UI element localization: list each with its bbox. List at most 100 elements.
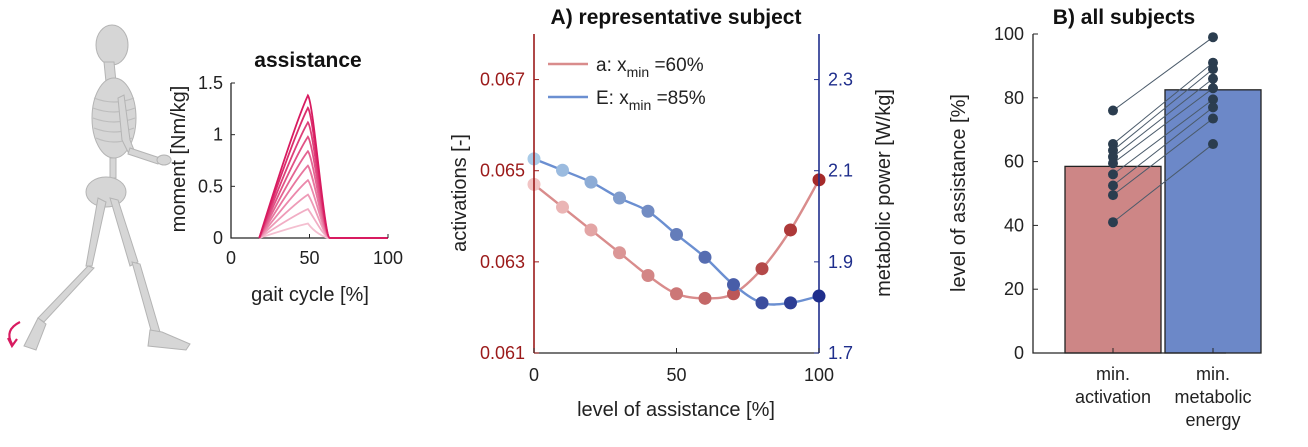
assistance-x-tick-label: 0: [226, 248, 236, 268]
panel-b-metabolic-dot: [1208, 113, 1218, 124]
panel-b-y-tick-label: 80: [1004, 88, 1024, 108]
panel-b-metabolic-dot: [1208, 73, 1218, 84]
panel-b-bars: [1064, 89, 1262, 354]
assistance-title: assistance: [254, 49, 361, 72]
panel-b-subject-link: [1112, 118, 1214, 196]
panel-a-right-tick-label: 1.9: [828, 252, 853, 272]
panel-b-subject-link: [1112, 143, 1214, 223]
panel-b-subject-link: [1112, 36, 1214, 111]
panel-a-point-left: [556, 200, 569, 214]
panel-a-point-right: [584, 175, 598, 189]
skeleton-ribs: [92, 97, 136, 143]
panel-b-metabolic-dot: [1208, 102, 1218, 113]
assistance-x-tick-label: 50: [299, 248, 319, 268]
panel-a-right-tick-label: 1.7: [828, 343, 853, 363]
panel-b-subject-link: [1112, 106, 1214, 186]
panel-a-left-tick-label: 0.067: [480, 70, 525, 90]
panel-a-x-tick-label: 50: [666, 365, 686, 385]
panel-b-y-tick-label: 60: [1004, 152, 1024, 172]
panel-b-metabolic-dot: [1208, 139, 1218, 150]
panel-b-activation-dot: [1108, 158, 1118, 169]
panel-a-points: [527, 152, 826, 310]
assistance-curve: [258, 222, 331, 239]
panel-b-ticks: 0 20 40 60 80 100: [994, 24, 1038, 363]
skeleton-front-femur: [109, 197, 139, 267]
panel-a-right-tick-label: 2.1: [828, 161, 853, 181]
panel-a-legend: a: xmin =60% E: xmin =85%: [548, 55, 706, 113]
panel-b-y-label: level of assistance [%]: [948, 94, 970, 292]
legend-label-metabolic: E: xmin =85%: [596, 88, 706, 113]
panel-a-x-label: level of assistance [%]: [577, 399, 775, 421]
skeleton-back-femur: [85, 197, 107, 267]
panel-a-point-right: [641, 204, 655, 218]
panel-a-point-left: [670, 287, 683, 301]
panel-b-categories: min. activation min. metabolic energy: [1075, 348, 1252, 430]
panel-a-point-right: [613, 191, 626, 205]
panel-b-metabolic-dot: [1208, 94, 1218, 105]
assistance-axes: [230, 83, 388, 239]
assistance-x-label: gait cycle [%]: [251, 284, 369, 306]
panel-b-activation-dot: [1108, 217, 1118, 228]
panel-b-bar-1: [1164, 89, 1262, 354]
panel-b-activation-dot: [1108, 180, 1118, 191]
panel-b-y-tick-label: 0: [1014, 343, 1024, 363]
skeleton-front-shin: [131, 261, 161, 335]
panel-a-point-left: [784, 223, 797, 237]
assistance-ticks: 0 50 100 0 0.5 1 1.5: [198, 73, 403, 268]
panel-a-y-label-left: activations [-]: [449, 134, 471, 252]
assist-arrow-head-icon: [7, 337, 18, 349]
panel-b-activation-dot: [1108, 190, 1118, 201]
panel-b-subject-link: [1112, 98, 1214, 175]
panel-b-metabolic-dot: [1208, 83, 1218, 94]
panel-a-right-tick-label: 2.3: [828, 70, 853, 90]
skeleton-illustration: [23, 24, 191, 351]
panel-b-y-tick-label: 40: [1004, 215, 1024, 235]
panel-a-ticks: 0 50 100 0.061 0.063 0.065 0.067 1.7 1.9 2.1 2.3: [480, 70, 853, 385]
panel-b-subject-links: [1112, 36, 1214, 223]
assistance-curve: [258, 93, 331, 239]
panel-b-metabolic-dot: [1208, 64, 1218, 75]
assistance-x-tick-label: 100: [373, 248, 403, 268]
skeleton-upper-arm: [117, 94, 135, 153]
assistance-y-tick-label: 0: [213, 228, 223, 248]
panel-b-category-label: metabolic: [1174, 387, 1251, 407]
panel-a-point-right: [556, 163, 569, 177]
panel-a-left-tick-label: 0.061: [480, 343, 525, 363]
skeleton-back-foot: [23, 317, 47, 351]
assistance-panel: assistance 0 50 100 0 0.5 1 1.5 gait cycle [%]…: [168, 49, 403, 306]
panel-a-point-left: [584, 223, 598, 237]
panel-a-x-tick-label: 100: [804, 365, 834, 385]
panel-b-category-label: activation: [1075, 387, 1151, 407]
panel-b-subject-link: [1112, 87, 1214, 164]
panel-b-category-label: min.: [1096, 364, 1130, 384]
assistance-y-tick-label: 1: [213, 125, 223, 145]
assistance-y-label: moment [Nm/kg]: [168, 86, 190, 233]
skeleton-skull: [95, 24, 129, 66]
panel-a-point-left: [698, 291, 712, 305]
assistance-y-tick-label: 0.5: [198, 176, 223, 196]
panel-a-point-left: [641, 269, 655, 283]
panel-a-left-tick-label: 0.065: [480, 161, 525, 181]
panel-b-title: B) all subjects: [1053, 6, 1195, 29]
legend-label-activation: a: xmin =60%: [596, 55, 704, 80]
panel-b-activation-dot: [1108, 105, 1118, 116]
panel-a-x-tick-label: 0: [529, 365, 539, 385]
panel-b-y-tick-label: 100: [994, 24, 1024, 44]
panel-a-point-right: [784, 296, 797, 310]
panel-a-point-left: [727, 287, 740, 301]
panel-a-y-label-right: metabolic power [W/kg]: [873, 89, 895, 297]
panel-a-left-tick-label: 0.063: [480, 252, 525, 272]
skeleton-front-foot: [147, 329, 191, 351]
panel-b: B) all subjects 0 20 40 60 80 100 min. activat…: [948, 6, 1262, 430]
panel-b-y-tick-label: 20: [1004, 279, 1024, 299]
assistance-y-tick-label: 1.5: [198, 73, 223, 93]
panel-b-subject-link: [1112, 62, 1214, 145]
panel-b-metabolic-dot: [1208, 32, 1218, 43]
panel-a-point-right: [727, 278, 740, 292]
skeleton-spine: [109, 157, 117, 179]
panel-a-point-left: [755, 262, 769, 276]
assistance-curves: [258, 93, 388, 239]
panel-a-point-right: [670, 228, 683, 242]
